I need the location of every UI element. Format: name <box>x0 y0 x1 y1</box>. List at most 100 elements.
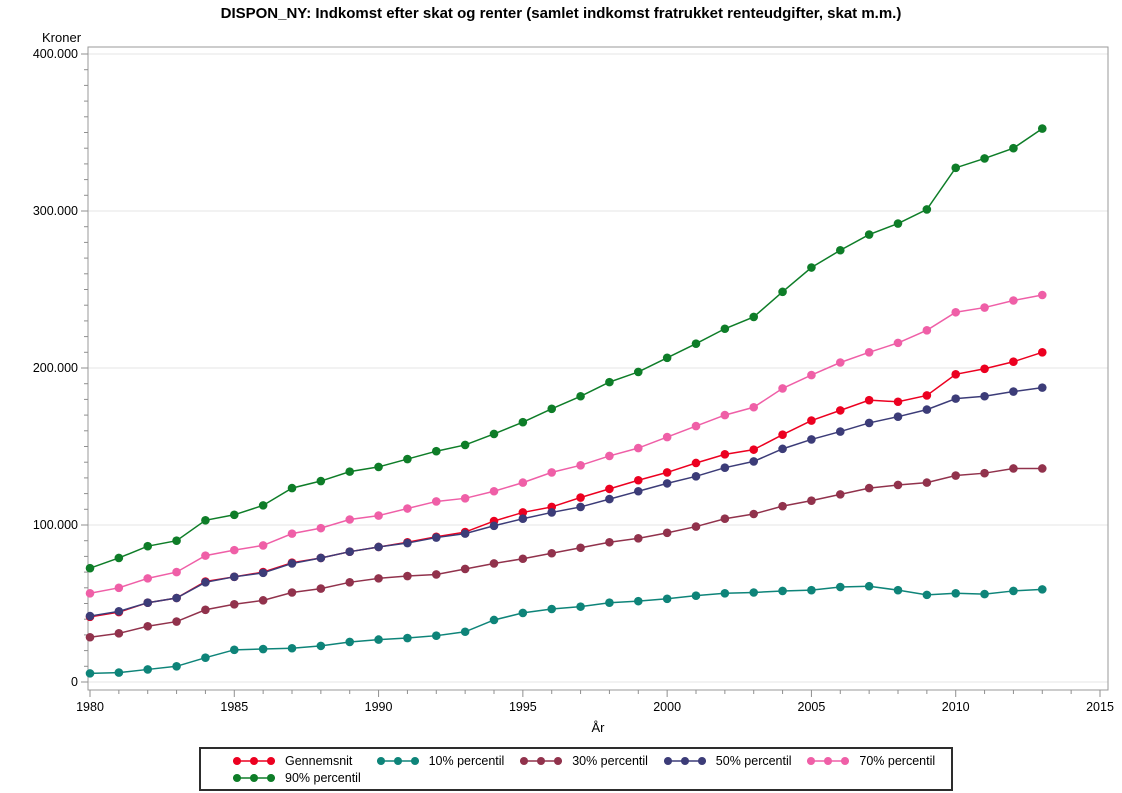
data-point <box>864 483 874 493</box>
data-point <box>258 568 268 578</box>
series-line-70-percentil <box>89 294 1043 595</box>
data-point <box>518 608 528 618</box>
data-point <box>749 402 759 412</box>
data-point <box>980 303 989 312</box>
data-point <box>345 637 355 647</box>
data-point <box>1009 357 1018 367</box>
data-point <box>778 586 787 596</box>
data-point <box>489 486 499 496</box>
data-point <box>749 588 759 597</box>
data-point <box>316 523 326 533</box>
data-point <box>201 515 210 525</box>
legend-symbol-10-percentil <box>376 756 419 765</box>
data-point <box>489 429 499 439</box>
series-line-90-percentil <box>89 127 1043 569</box>
x-tick-label: 2010 <box>942 700 970 714</box>
data-point <box>1037 585 1047 594</box>
gridlines <box>88 53 1108 683</box>
data-point <box>893 585 903 595</box>
data-point <box>576 391 585 401</box>
data-point <box>633 367 643 377</box>
data-point <box>1037 290 1047 300</box>
data-point <box>518 514 528 524</box>
data-point <box>749 312 759 322</box>
data-point <box>172 536 181 545</box>
data-point <box>1009 464 1018 473</box>
data-point <box>691 472 701 481</box>
y-tick-label: 300.000 <box>33 204 78 218</box>
data-point <box>951 394 961 403</box>
data-point <box>720 324 730 334</box>
data-point <box>576 493 585 502</box>
data-point <box>662 479 672 488</box>
y-tick-label: 400.000 <box>33 47 78 61</box>
data-point <box>922 391 932 400</box>
series-70-percentil <box>85 290 1047 598</box>
legend-label: 90% percentil <box>285 770 361 785</box>
data-point <box>691 421 701 431</box>
data-point <box>864 395 874 405</box>
data-point <box>316 476 326 486</box>
data-point <box>576 461 585 470</box>
legend-symbol-50-percentil <box>663 756 706 765</box>
data-point <box>172 662 181 671</box>
data-point <box>720 588 730 598</box>
legend-symbol-gennemsnit <box>233 756 275 765</box>
series-line-30-percentil <box>89 467 1043 638</box>
legend-item-30-percentil: 30% percentil <box>518 752 662 769</box>
data-point <box>143 621 153 631</box>
data-point <box>345 547 355 556</box>
series-90-percentil <box>85 124 1047 573</box>
data-point <box>460 564 470 574</box>
data-point <box>922 205 932 214</box>
data-point <box>114 668 124 677</box>
data-point <box>489 521 499 531</box>
data-point <box>1037 348 1047 357</box>
data-point <box>893 412 903 421</box>
data-point <box>749 457 759 466</box>
data-point <box>835 245 845 255</box>
data-point <box>605 484 614 494</box>
data-point <box>114 629 124 638</box>
data-point <box>893 338 903 348</box>
data-point <box>114 607 124 616</box>
data-point <box>864 418 874 428</box>
series-line-10-percentil <box>89 585 1043 675</box>
legend-symbol-70-percentil <box>807 756 850 765</box>
data-point <box>229 572 239 582</box>
data-point <box>287 529 297 538</box>
data-point <box>431 631 441 640</box>
x-tick-label: 1995 <box>509 700 537 714</box>
data-point <box>691 458 701 468</box>
data-point <box>431 497 441 506</box>
data-point <box>951 471 961 480</box>
data-point <box>662 353 672 363</box>
data-point <box>864 230 874 239</box>
data-point <box>547 548 557 558</box>
data-point <box>778 287 787 297</box>
data-point <box>576 543 585 553</box>
data-point <box>143 574 153 583</box>
data-point <box>605 598 614 608</box>
data-point <box>951 307 961 317</box>
series-10-percentil <box>85 581 1047 678</box>
data-point <box>835 582 845 592</box>
data-point <box>172 567 181 577</box>
data-point <box>951 163 961 173</box>
data-point <box>403 504 412 513</box>
data-point <box>316 553 326 563</box>
data-point <box>633 596 643 606</box>
legend-item-90-percentil: 90% percentil <box>231 769 375 786</box>
data-point <box>431 570 441 579</box>
data-point <box>922 590 932 600</box>
data-point <box>749 509 759 519</box>
data-point <box>835 406 845 415</box>
data-point <box>922 405 932 414</box>
data-point <box>1009 586 1018 596</box>
data-point <box>720 463 730 472</box>
data-point <box>720 514 730 524</box>
data-point <box>201 551 210 560</box>
series-50-percentil <box>85 383 1047 621</box>
data-point <box>143 665 153 674</box>
